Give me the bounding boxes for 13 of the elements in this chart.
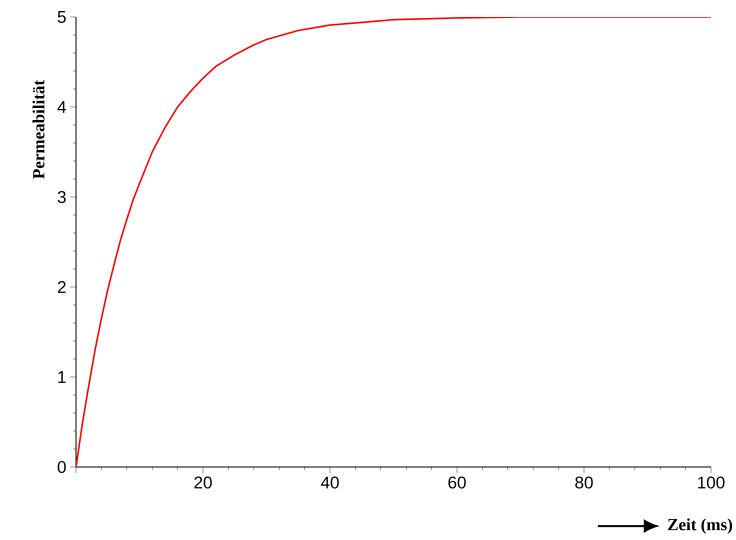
y-tick-label: 4 (57, 101, 66, 113)
x-axis-title: Zeit (ms) (668, 518, 732, 534)
x-tick-label: 20 (194, 476, 212, 489)
y-tick-label: 2 (58, 281, 66, 293)
y-tick-label: 5 (58, 11, 66, 23)
x-tick-label: 100 (698, 476, 725, 489)
x-tick-label: 60 (448, 476, 466, 489)
y-axis-title: Permeabilität (32, 80, 44, 179)
y-tick-label: 1 (58, 371, 66, 383)
y-tick-label: 0 (58, 460, 66, 474)
x-tick-label: 80 (575, 476, 593, 489)
x-tick-label: 40 (320, 476, 339, 489)
y-tick-label: 3 (58, 190, 66, 204)
